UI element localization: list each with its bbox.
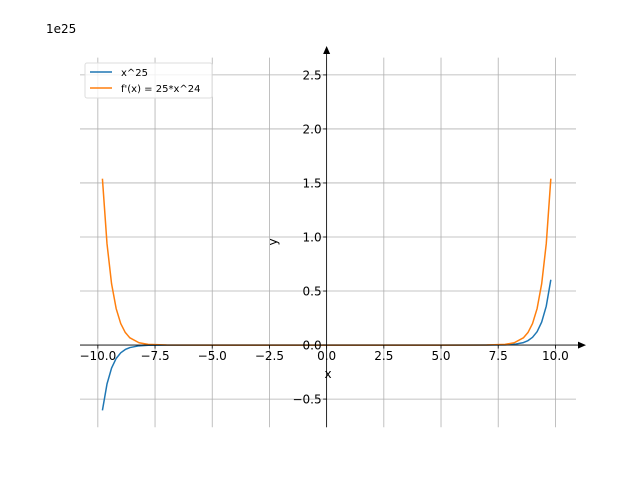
y-tick-label: −0.5 bbox=[292, 393, 321, 407]
offset-text: 1e25 bbox=[46, 22, 76, 36]
x-tick-label: −5.0 bbox=[198, 349, 227, 363]
tick-labels: −10.0 −7.5 −5.0 −2.5 0.0 2.5 5.0 7.5 10.0 −0.5 0.0… bbox=[79, 68, 568, 406]
y-tick-label: 2.5 bbox=[303, 68, 322, 82]
x-tick-label: 5.0 bbox=[431, 349, 450, 363]
x-tick-label: 7.5 bbox=[489, 349, 508, 363]
legend-frame bbox=[84, 62, 213, 99]
x-axis-label: x bbox=[324, 367, 331, 381]
axes bbox=[80, 46, 586, 428]
y-tick-label: 1.5 bbox=[303, 176, 322, 190]
y-tick-label: 0.0 bbox=[303, 339, 322, 353]
legend: x^25 f'(x) = 25*x^24 bbox=[84, 62, 213, 99]
y-tick-label: 1.0 bbox=[303, 230, 322, 244]
x-tick-label: −2.5 bbox=[255, 349, 284, 363]
x-tick-label: −10.0 bbox=[79, 349, 116, 363]
legend-label-derivative: f'(x) = 25*x^24 bbox=[121, 84, 200, 95]
legend-label-x25: x^25 bbox=[121, 68, 148, 79]
x-tick-label: 0.0 bbox=[317, 349, 336, 363]
x-tick-label: 10.0 bbox=[542, 349, 569, 363]
x-tick-label: −7.5 bbox=[140, 349, 169, 363]
y-tick-label: 2.0 bbox=[303, 122, 322, 136]
x-tick-label: 2.5 bbox=[374, 349, 393, 363]
x-axis-arrow-icon bbox=[578, 341, 586, 349]
y-axis-label: y bbox=[266, 238, 280, 245]
y-tick-label: 0.5 bbox=[303, 285, 322, 299]
y-axis-arrow-icon bbox=[323, 46, 331, 54]
